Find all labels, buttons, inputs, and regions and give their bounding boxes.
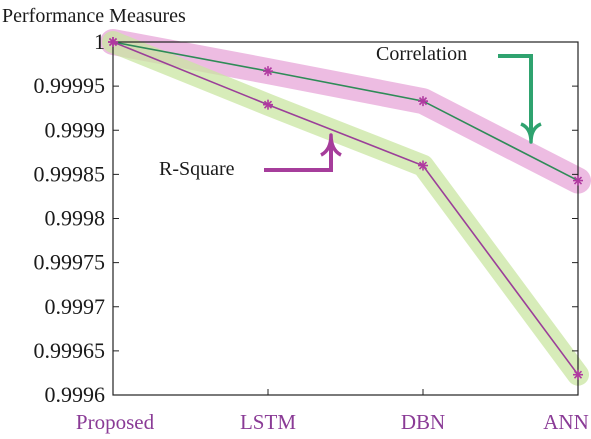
- r-square-point: [573, 369, 583, 380]
- x-tick-label: ANN: [543, 410, 589, 434]
- y-tick-label: 0.99995: [34, 73, 106, 98]
- r-square-point: [418, 160, 428, 171]
- y-tick-label: 0.99965: [34, 338, 106, 363]
- y-tick-label: 0.9999: [45, 117, 106, 142]
- correlation-arrow: [498, 54, 533, 132]
- correlation-annotation-label: Correlation: [376, 43, 467, 65]
- r-square-point: [263, 99, 273, 110]
- y-tick-label: 0.9997: [45, 294, 106, 319]
- y-tick-label: 0.99985: [34, 161, 106, 186]
- x-tick-label: LSTM: [240, 410, 296, 434]
- correlation-point: [263, 66, 273, 77]
- x-tick-label: Proposed: [76, 410, 155, 434]
- correlation-arrow-head: [520, 122, 542, 144]
- r-square-annotation-label: R-Square: [159, 158, 235, 180]
- correlation-point: [573, 175, 583, 186]
- chart-title: Performance Measures: [2, 5, 186, 27]
- r-square-point: [108, 37, 118, 47]
- r-square-arrow: [264, 145, 333, 172]
- r-square-line: [112, 41, 579, 376]
- y-tick-label: 0.9998: [45, 206, 106, 231]
- correlation-line: [112, 41, 579, 182]
- y-tick-label: 0.9996: [45, 382, 106, 407]
- y-tick-label: 1: [94, 29, 105, 54]
- r-square-arrow-head: [320, 133, 342, 157]
- x-tick-label: DBN: [401, 410, 445, 434]
- y-tick-label: 0.99975: [34, 250, 106, 275]
- correlation-point: [418, 96, 428, 107]
